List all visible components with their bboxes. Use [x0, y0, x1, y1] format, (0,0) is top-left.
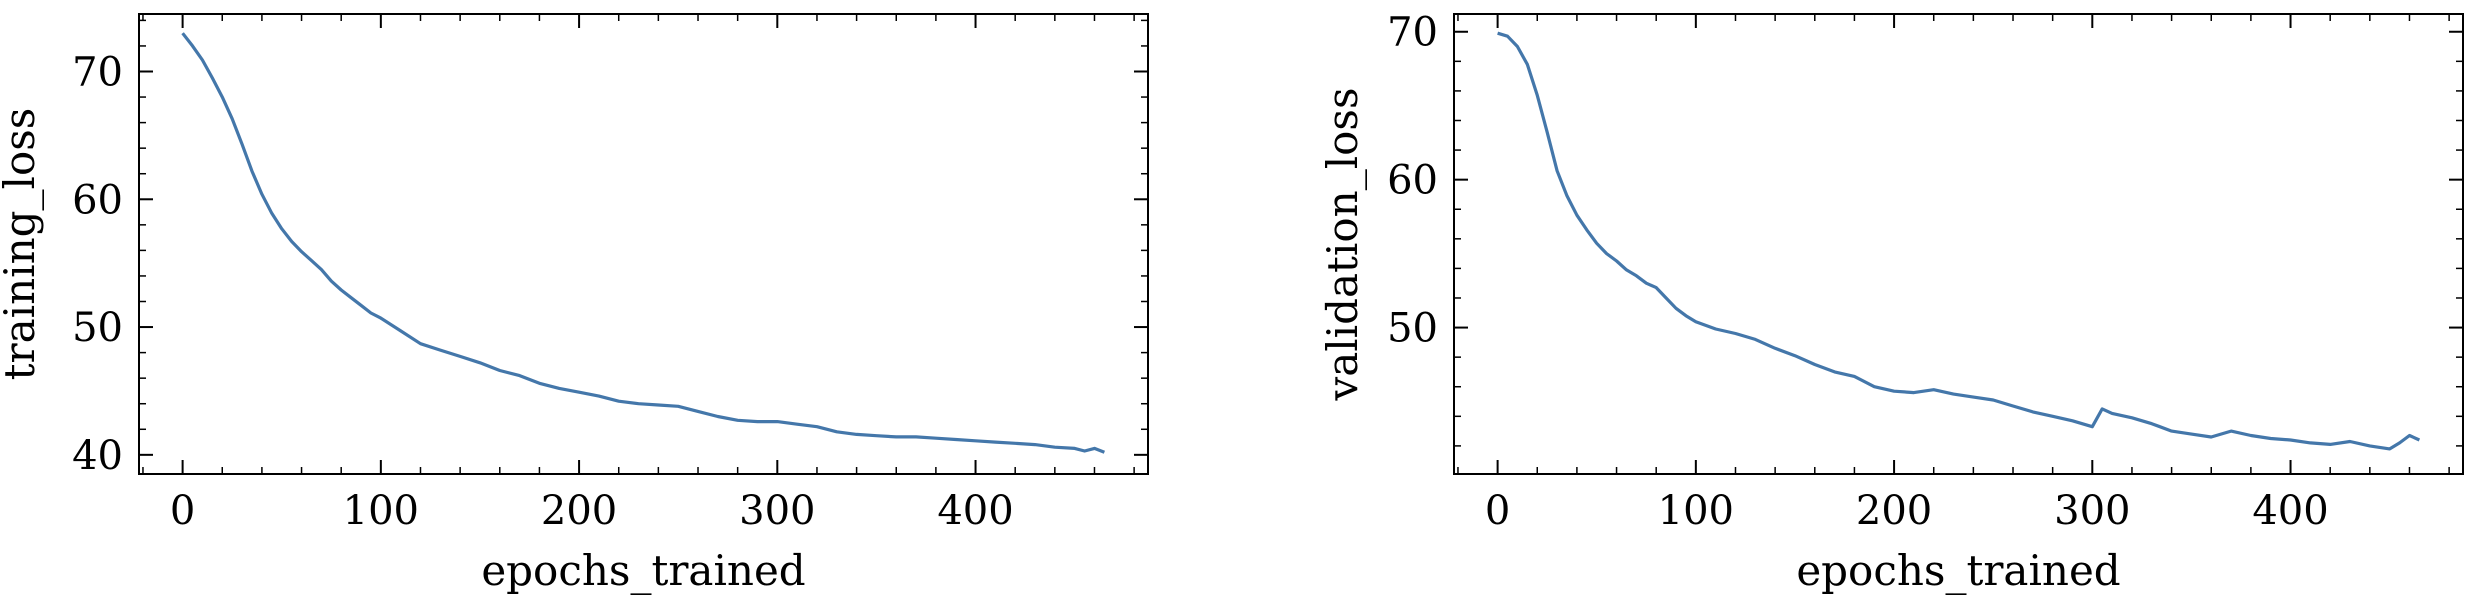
x-tick-label: 400	[937, 488, 1013, 534]
y-tick-label: 70	[1387, 10, 1438, 56]
y-tick-label: 60	[1387, 158, 1438, 204]
x-axis-label: epochs_trained	[1796, 546, 2120, 595]
y-tick-label: 50	[1387, 306, 1438, 352]
training-loss-chart: 0 100 200 300 400 40 50 60 70 epochs_trained train…	[0, 13, 1149, 595]
y-tick-label: 70	[72, 50, 123, 96]
y-axis-label: validation_loss	[1318, 87, 1367, 401]
series-line	[1497, 31, 2421, 451]
x-axis-label: epochs_trained	[481, 546, 805, 595]
y-axis-label: training_loss	[0, 108, 44, 381]
x-tick-label: 0	[170, 488, 195, 534]
y-tick-label: 60	[72, 177, 123, 223]
plot-frame	[1453, 13, 2464, 475]
x-tick-label: 100	[1658, 488, 1734, 534]
x-tick-label: 200	[1856, 488, 1932, 534]
x-tick-label: 200	[541, 488, 617, 534]
y-tick-label: 50	[72, 305, 123, 351]
x-tick-label: 400	[2252, 488, 2328, 534]
plot-frame	[138, 13, 1149, 475]
x-tick-label: 300	[739, 488, 815, 534]
x-tick-label: 0	[1485, 488, 1510, 534]
x-tick-label: 100	[343, 488, 419, 534]
validation-loss-chart: 0 100 200 300 400 50 60 70 epochs_trained validat…	[1318, 10, 2464, 595]
series-line	[181, 32, 1105, 454]
x-tick-label: 300	[2054, 488, 2130, 534]
y-tick-label: 40	[72, 433, 123, 479]
